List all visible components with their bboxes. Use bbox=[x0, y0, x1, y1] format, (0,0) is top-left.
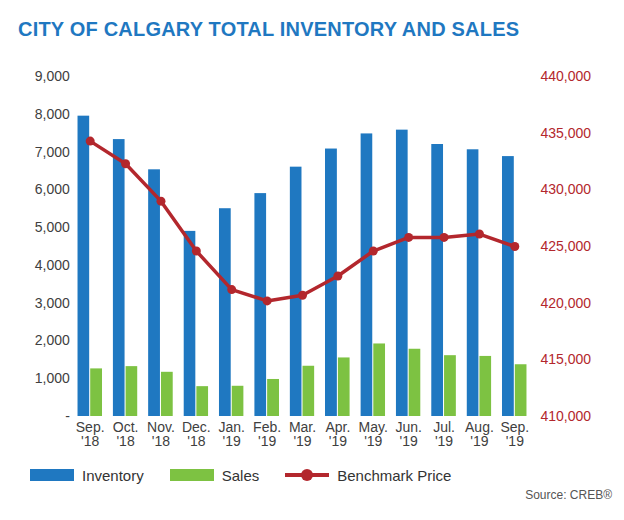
svg-text:-: - bbox=[65, 408, 70, 424]
svg-text:May.'19: May.'19 bbox=[359, 419, 388, 449]
svg-text:Jun.'19: Jun.'19 bbox=[395, 419, 421, 449]
svg-text:440,000: 440,000 bbox=[541, 68, 592, 84]
svg-text:7,000: 7,000 bbox=[35, 144, 70, 160]
svg-text:1,000: 1,000 bbox=[35, 370, 70, 386]
svg-text:5,000: 5,000 bbox=[35, 219, 70, 235]
svg-text:Sep.'19: Sep.'19 bbox=[500, 419, 529, 449]
svg-text:2,000: 2,000 bbox=[35, 332, 70, 348]
svg-text:Feb.'19: Feb.'19 bbox=[253, 419, 281, 449]
html-text:Inventory: Inventory bbox=[82, 466, 144, 484]
svg-text:9,000: 9,000 bbox=[35, 68, 70, 84]
svg-text:Jan.'19: Jan.'19 bbox=[218, 419, 244, 449]
html-text:Benchmark Price: Benchmark Price bbox=[337, 466, 452, 484]
svg-text:Sep.'18: Sep.'18 bbox=[76, 419, 105, 449]
svg-text:435,000: 435,000 bbox=[541, 125, 592, 141]
svg-text:425,000: 425,000 bbox=[541, 238, 592, 254]
html-text:Source: CREB®: Source: CREB® bbox=[525, 488, 612, 502]
html-text:Sales: Sales bbox=[221, 466, 260, 484]
svg-text:415,000: 415,000 bbox=[541, 351, 592, 367]
svg-text:Oct.'18: Oct.'18 bbox=[113, 419, 139, 449]
html-text:CITY OF CALGARY TOTAL INVENTOR: CITY OF CALGARY TOTAL INVENTORY AND SALE… bbox=[18, 18, 520, 40]
svg-text:430,000: 430,000 bbox=[541, 181, 592, 197]
svg-text:4,000: 4,000 bbox=[35, 257, 70, 273]
svg-text:410,000: 410,000 bbox=[541, 408, 592, 424]
svg-text:Aug.'19: Aug.'19 bbox=[465, 419, 494, 449]
svg-text:Apr.'19: Apr.'19 bbox=[325, 419, 350, 449]
svg-text:8,000: 8,000 bbox=[35, 106, 70, 122]
svg-text:Nov.'18: Nov.'18 bbox=[147, 419, 175, 449]
svg-text:Jul.'19: Jul.'19 bbox=[433, 419, 455, 449]
svg-text:420,000: 420,000 bbox=[541, 295, 592, 311]
svg-text:3,000: 3,000 bbox=[35, 295, 70, 311]
svg-text:6,000: 6,000 bbox=[35, 181, 70, 197]
svg-text:Mar.'19: Mar.'19 bbox=[289, 419, 316, 449]
svg-text:Dec.'18: Dec.'18 bbox=[182, 419, 211, 449]
